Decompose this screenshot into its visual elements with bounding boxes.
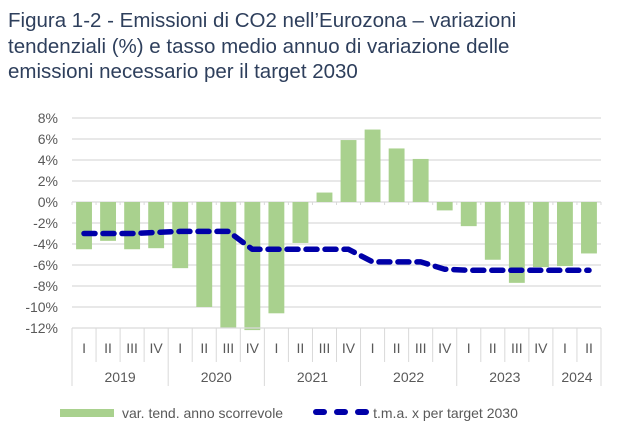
year-label: 2023 [489,369,520,385]
x-tick-label: III [126,340,138,356]
x-tick-label: IV [246,340,260,356]
x-tick-label: I [178,340,182,356]
legend-bar-swatch [60,409,114,417]
y-tick-label: -6% [33,257,58,273]
x-tick-label: II [489,340,497,356]
bar [581,202,597,254]
line-series [81,228,592,274]
x-tick-label: II [297,340,305,356]
legend-item-line: t.m.a. x per target 2030 [313,405,518,421]
bar [484,202,501,260]
y-axis-ticks: 8% 6% 4% 2% 0% -2% -4% -6% -8% -10% -12% [25,110,58,336]
bar [556,202,573,267]
bar [268,202,285,314]
y-tick-label: 2% [38,173,58,189]
x-tick-label: III [319,340,331,356]
y-tick-label: -12% [25,320,58,336]
bar [508,202,525,283]
bar [532,202,549,268]
bar [460,202,477,227]
y-tick-label: 0% [38,194,58,210]
x-tick-label: IV [534,340,548,356]
bar [364,129,381,202]
title-line-2: tendenziali (%) e tasso medio annuo di v… [8,34,510,58]
title-line-1: Figura 1-2 - Emissioni di CO2 nell’Euroz… [8,9,517,32]
bar [436,202,453,211]
x-tick-label: IV [150,340,164,356]
y-tick-label: -2% [33,215,58,231]
year-label: 2021 [297,369,328,385]
legend-line-label: t.m.a. x per target 2030 [373,405,518,421]
x-tick-label: I [563,340,567,356]
x-tick-label: III [415,340,427,356]
y-tick-label: -8% [33,278,58,294]
bar [388,148,405,202]
bar [124,202,141,250]
bar [76,202,92,250]
legend-bar-label: var. tend. anno scorrevole [122,405,284,421]
chart-title: Figura 1-2 - Emissioni di CO2 nell’Euroz… [8,8,613,85]
bar [412,158,429,202]
bar [340,140,357,202]
bar [172,202,189,269]
bar [196,202,213,307]
x-tick-label: IV [342,340,356,356]
bar [148,202,165,249]
x-tick-label: II [200,340,208,356]
x-axis: I II III IV I II III IV I II III IV I II III IV I II III IV… [71,327,602,386]
bar [292,202,309,243]
x-tick-label: III [222,340,234,356]
x-tick-label: I [467,340,471,356]
x-tick-label: II [585,340,593,356]
x-tick-label: I [371,340,375,356]
year-label: 2024 [561,369,592,385]
year-label: 2019 [105,369,136,385]
bar [220,202,237,328]
title-line-3: emissioni necessario per il target 2030 [8,60,358,83]
bar [244,202,261,331]
legend-item-bars: var. tend. anno scorrevole [60,405,283,421]
target-line [81,228,592,274]
x-tick-label: II [104,340,112,356]
bar [316,192,333,202]
x-tick-label: I [82,340,86,356]
x-tick-label: I [274,340,278,356]
x-tick-label: II [393,340,401,356]
year-label: 2022 [393,369,424,385]
y-tick-label: 6% [38,131,58,147]
x-tick-label: III [511,340,523,356]
y-tick-label: -4% [33,236,58,252]
year-label: 2020 [201,369,232,385]
legend: var. tend. anno scorrevole t.m.a. x per … [60,402,518,424]
x-tick-label: IV [438,340,452,356]
y-tick-label: 4% [38,152,58,168]
y-tick-label: -10% [25,299,58,315]
legend-line-swatch [313,409,371,417]
y-tick-label: 8% [38,110,58,126]
